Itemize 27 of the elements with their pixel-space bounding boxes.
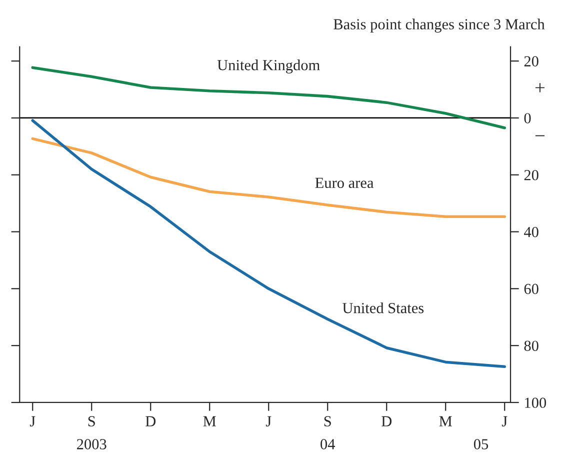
series-label: United Kingdom [217,60,320,74]
series-label: United States [342,302,424,314]
text: + [535,83,544,92]
x-tick-label: S [88,416,95,426]
series-label: Euro area [315,178,374,188]
y-tick-label: 80 [524,340,538,352]
x-tick-label: J [266,416,272,426]
y-tick-label: 0 [524,113,531,124]
text: 04 [320,439,336,450]
y-axis-title: Basis point changes since 3 March [334,18,545,33]
text: 05 [474,439,488,450]
x-tick-label: S [324,416,331,426]
line-series [31,119,506,368]
y-tick-label: 20 [524,170,538,180]
x-tick-label: M [203,416,216,426]
y-tick-label: 20 [524,56,538,66]
y-tick-label: 40 [524,226,538,238]
y-tick-label: 60 [524,284,538,294]
x-tick-label: D [382,416,392,426]
line-series [31,137,506,218]
x-tick-label: M [439,416,452,426]
text: 2003 [77,439,106,450]
x-tick-label: J [502,416,508,426]
x-tick-label: J [30,416,36,426]
text: − [535,135,544,136]
x-tick-label: D [146,416,156,426]
y-tick-label: 100 [525,398,546,408]
